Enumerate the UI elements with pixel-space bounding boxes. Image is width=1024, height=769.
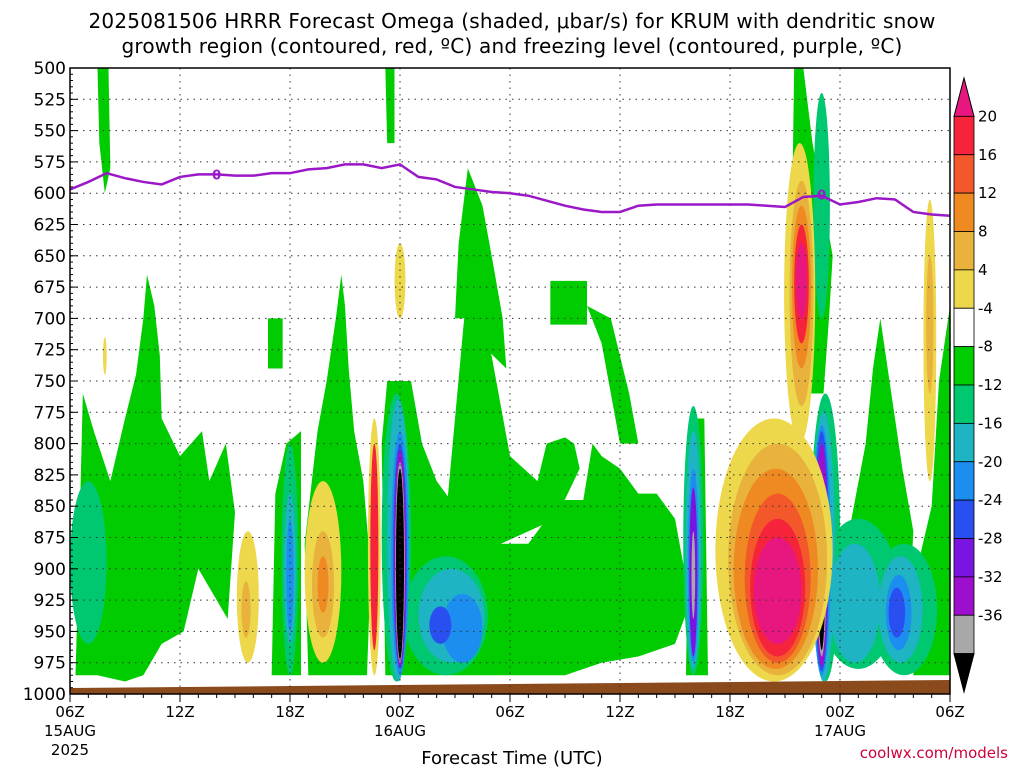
cyan-cell xyxy=(829,543,881,663)
y-tick-label: 575 xyxy=(34,153,66,173)
colorbar-label: -4 xyxy=(978,299,993,317)
colorbar-label: -24 xyxy=(978,491,1003,509)
y-tick-label: 925 xyxy=(34,591,66,611)
y-tick-label: 525 xyxy=(34,90,66,110)
gold-cell xyxy=(241,581,251,638)
green-patch xyxy=(550,280,587,325)
y-tick-label: 500 xyxy=(34,59,66,79)
colorbar-bin xyxy=(953,307,975,348)
x-tick-sublabel: 17AUG xyxy=(814,722,866,740)
y-tick-label: 950 xyxy=(34,622,66,642)
colorbar-bin xyxy=(953,384,975,424)
green-region-west xyxy=(75,274,235,682)
red-cell xyxy=(370,443,379,651)
yellow-cell xyxy=(394,243,406,319)
colorbar-label: -20 xyxy=(978,453,1003,471)
x-tick-label: 06Z xyxy=(935,703,964,721)
colorbar-bin xyxy=(953,115,975,156)
x-tick-year: 2025 xyxy=(51,741,89,759)
x-axis-label: Forecast Time (UTC) xyxy=(421,748,603,769)
yellow-cell xyxy=(103,337,107,375)
x-tick-label: 00Z xyxy=(385,703,414,721)
green-plume-mid xyxy=(445,305,580,544)
colorbar-bin xyxy=(953,269,975,309)
colorbar-bin xyxy=(953,231,975,271)
colorbar-bin xyxy=(953,461,975,501)
y-tick-label: 650 xyxy=(34,247,66,267)
chart-title-line-1: 2025081506 HRRR Forecast Omega (shaded, … xyxy=(88,9,936,33)
colorbar: 20 16 12 8 4 -4 -8 -12 -16 -20 -24 -28 -32 -36 xyxy=(953,76,1003,694)
y-tick-label: 625 xyxy=(34,216,66,236)
y-axis: 500 525 550 575 600 625 650 675 700 725 750 775 800 8… xyxy=(23,59,78,705)
black-cell xyxy=(395,468,405,659)
colorbar-label: 16 xyxy=(978,146,997,164)
colorbar-label: 4 xyxy=(978,261,988,279)
colorbar-bin xyxy=(953,538,975,578)
y-tick-label: 675 xyxy=(34,278,66,298)
colorbar-bin xyxy=(953,422,975,463)
y-tick-label: 1000 xyxy=(23,685,66,705)
y-tick-label: 825 xyxy=(34,466,66,486)
y-tick-label: 550 xyxy=(34,122,66,142)
colorbar-bin xyxy=(953,346,975,386)
x-tick-sublabel: 16AUG xyxy=(374,722,426,740)
chart-title-line-2: growth region (contoured, red, ºC) and f… xyxy=(121,34,903,58)
x-tick-label: 06Z xyxy=(495,703,524,721)
y-tick-label: 900 xyxy=(34,560,66,580)
colorbar-bin xyxy=(953,499,975,539)
freezing-level-label: 0 xyxy=(817,188,826,203)
freezing-level-line xyxy=(70,163,950,217)
orange-cell xyxy=(317,556,329,613)
y-tick-label: 775 xyxy=(34,403,66,423)
x-tick-label: 06Z xyxy=(55,703,84,721)
x-tick-label: 00Z xyxy=(825,703,854,721)
green-patch xyxy=(587,305,639,444)
colorbar-label: -28 xyxy=(978,530,1003,548)
green-patch xyxy=(268,318,283,369)
colorbar-label: 8 xyxy=(978,223,988,241)
y-tick-label: 750 xyxy=(34,372,66,392)
teal-cell xyxy=(813,93,830,319)
y-tick-label: 800 xyxy=(34,435,66,455)
x-tick-label: 12Z xyxy=(605,703,634,721)
colorbar-label: 12 xyxy=(978,184,997,202)
x-tick-label: 18Z xyxy=(715,703,744,721)
blue-cell xyxy=(442,593,483,663)
colorbar-bin xyxy=(953,614,975,655)
credit-link[interactable]: coolwx.com/models xyxy=(859,744,1008,762)
freezing-level-label: 0 xyxy=(212,168,221,183)
dark-blue-cell xyxy=(429,606,452,644)
freezing-level: 00 xyxy=(70,163,950,217)
colorbar-label: -36 xyxy=(978,606,1003,624)
green-strip-top xyxy=(385,68,395,144)
teal-cell xyxy=(70,481,107,644)
y-tick-label: 700 xyxy=(34,309,66,329)
colorbar-bin xyxy=(953,154,975,194)
colorbar-bin xyxy=(953,576,975,616)
x-tick-label: 12Z xyxy=(165,703,194,721)
y-tick-label: 875 xyxy=(34,529,66,549)
y-tick-label: 975 xyxy=(34,654,66,674)
y-tick-label: 850 xyxy=(34,497,66,517)
colorbar-cap-bottom xyxy=(953,653,975,694)
y-tick-label: 725 xyxy=(34,341,66,361)
colorbar-label: 20 xyxy=(978,107,997,125)
colorbar-bin xyxy=(953,192,975,232)
magenta-cell xyxy=(753,537,802,644)
gold-cell xyxy=(926,255,934,394)
y-tick-label: 600 xyxy=(34,184,66,204)
x-tick-sublabel: 15AUG xyxy=(44,722,96,740)
colorbar-label: -12 xyxy=(978,376,1003,394)
magenta-cell xyxy=(796,243,807,319)
colorbar-label: -32 xyxy=(978,568,1003,586)
colorbar-label: -16 xyxy=(978,414,1003,432)
grey-cell xyxy=(691,531,696,619)
x-tick-label: 18Z xyxy=(275,703,304,721)
dark-blue-cell xyxy=(888,587,906,638)
colorbar-cap-top xyxy=(953,76,975,117)
colorbar-label: -8 xyxy=(978,338,993,356)
